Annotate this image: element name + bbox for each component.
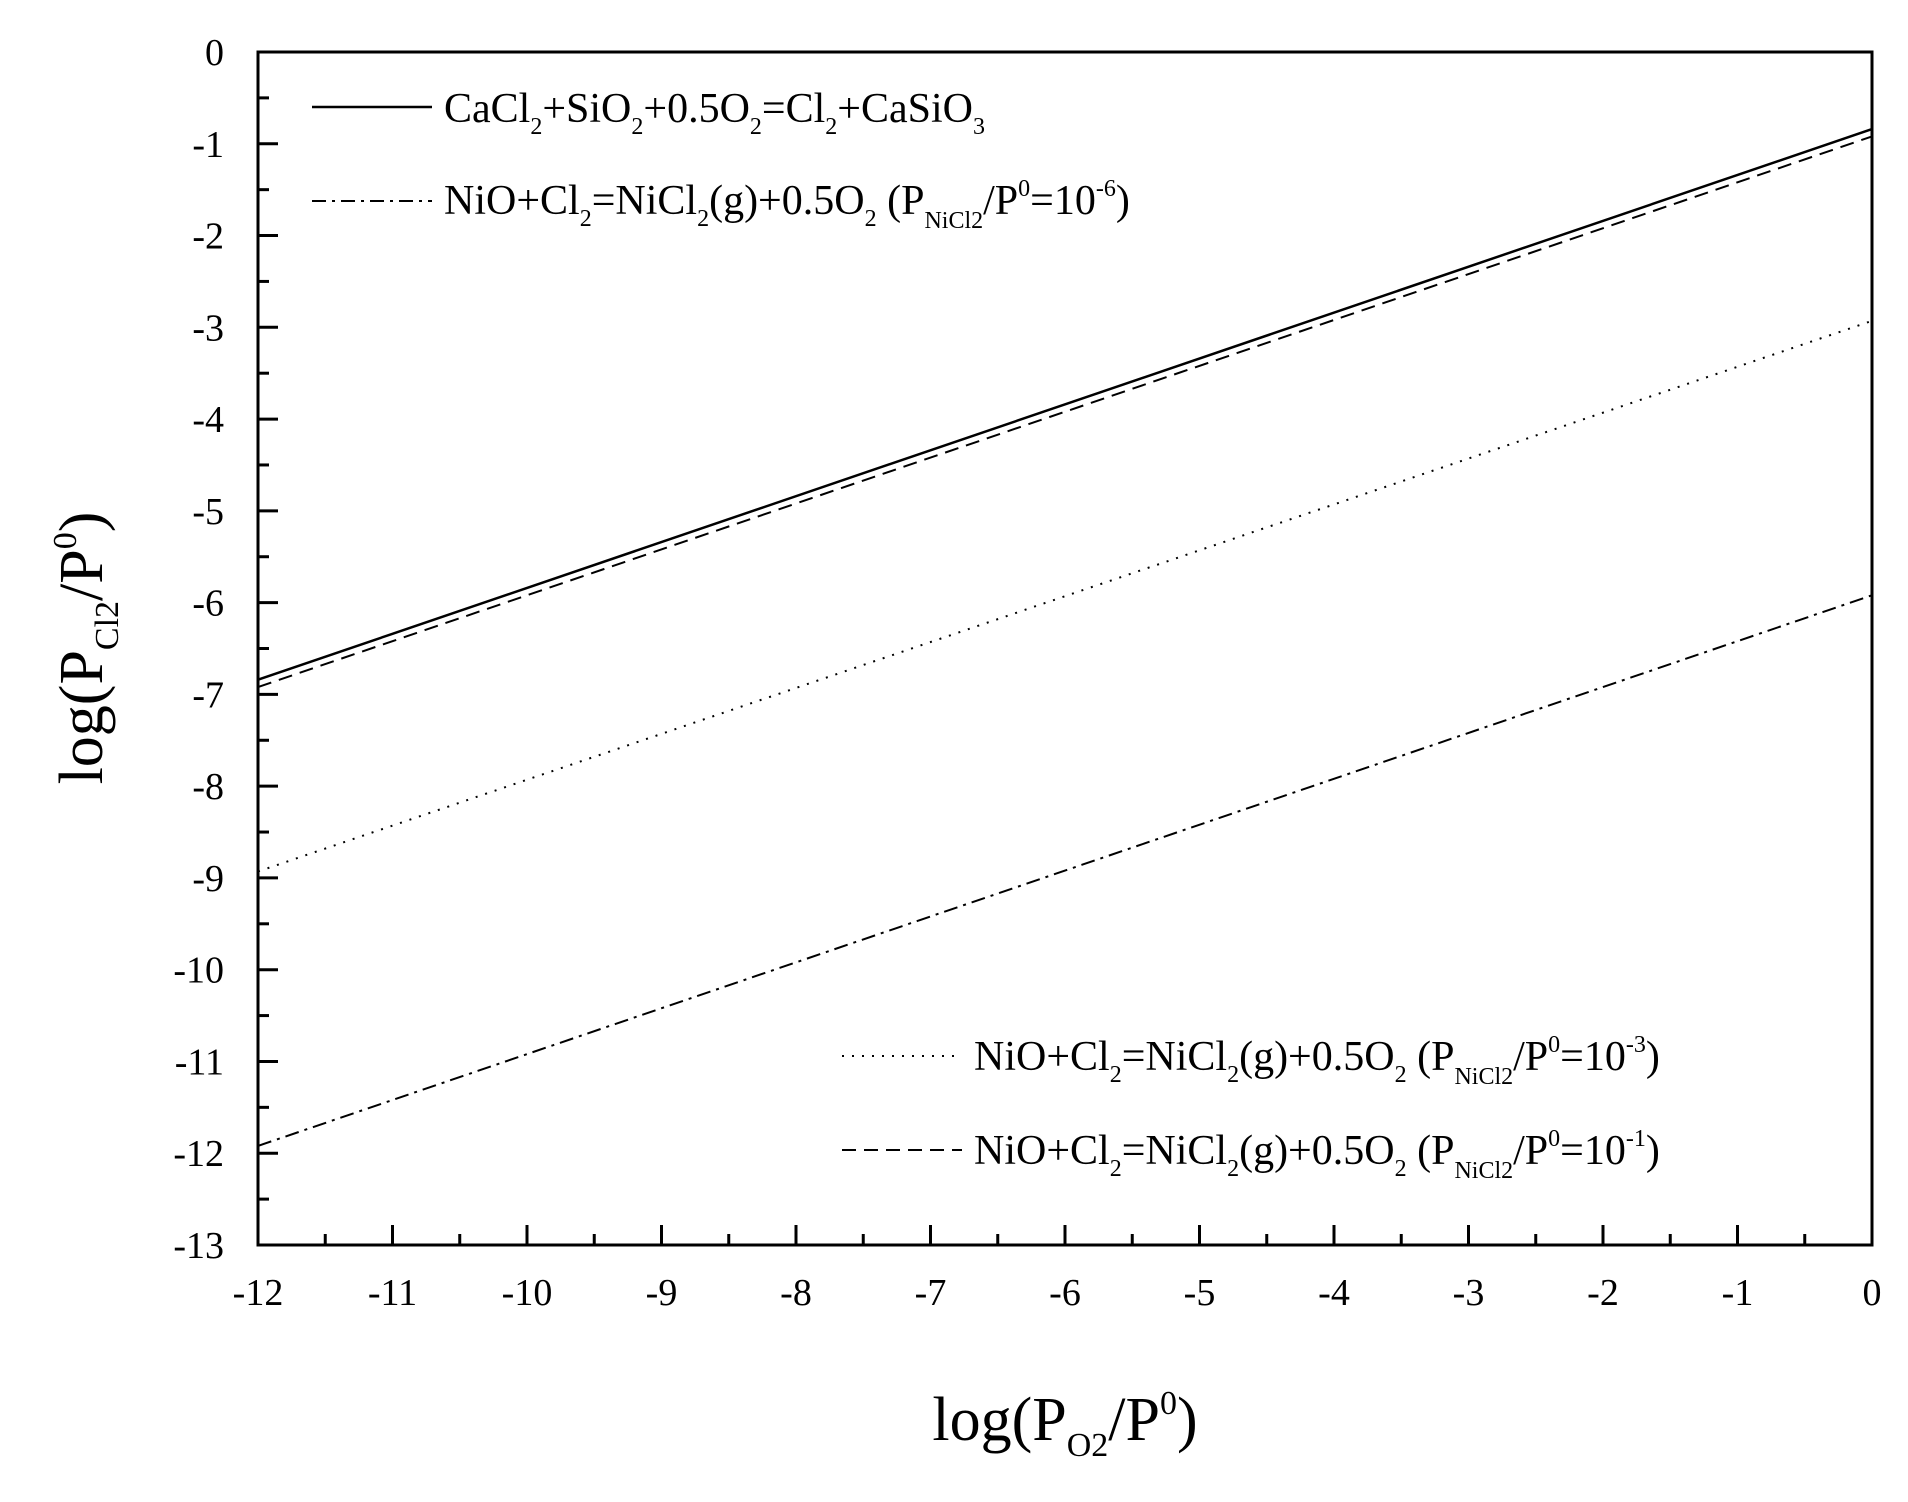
y-tick-label: -2 [192, 216, 224, 258]
x-tick-label: -1 [1722, 1272, 1754, 1314]
y-tick-label: -6 [192, 583, 224, 625]
y-tick-label: 0 [205, 32, 224, 74]
x-tick-label: -6 [1049, 1272, 1081, 1314]
y-tick-label: -3 [192, 307, 224, 349]
legend-label-nio-1e-3: NiO+Cl2=NiCl2(g)+0.5O2 (PNiCl2/P0=10-3) [974, 1032, 1660, 1090]
legend-bottom: NiO+Cl2=NiCl2(g)+0.5O2 (PNiCl2/P0=10-3) … [842, 1032, 1660, 1184]
y-axis-title: log(PCl2/P0) [47, 512, 126, 785]
x-tick-label: -5 [1184, 1272, 1216, 1314]
y-tick-label: -7 [192, 674, 224, 716]
legend-label-reaction-ca: CaCl2+SiO2+0.5O2=Cl2+CaSiO3 [444, 86, 985, 140]
legend-label-nio-1e-6: NiO+Cl2=NiCl2(g)+0.5O2 (PNiCl2/P0=10-6) [444, 176, 1130, 234]
x-tick-label: -11 [368, 1272, 417, 1314]
x-tick-label: -4 [1318, 1272, 1350, 1314]
y-tick-label: -11 [175, 1041, 224, 1083]
x-tick-label: -10 [502, 1272, 553, 1314]
x-tick-label: 0 [1863, 1272, 1882, 1314]
y-tick-label: -13 [173, 1225, 224, 1267]
x-tick-label: -12 [233, 1272, 284, 1314]
series-line-dashed [257, 135, 1873, 688]
y-tick-label: -4 [192, 399, 224, 441]
series-line-dashdot [257, 594, 1873, 1147]
series-line-solid [257, 127, 1873, 681]
series-layer [257, 127, 1873, 1147]
y-tick-label: -5 [192, 491, 224, 533]
x-tick-label: -2 [1587, 1272, 1619, 1314]
y-tick-label: -9 [192, 858, 224, 900]
x-tick-label: -9 [646, 1272, 678, 1314]
x-axis-title: log(PO2/P0) [932, 1385, 1197, 1464]
plot-frame [256, 50, 1874, 1247]
y-tick-label: -10 [173, 950, 224, 992]
legend-label-nio-1e-1: NiO+Cl2=NiCl2(g)+0.5O2 (PNiCl2/P0=10-1) [974, 1126, 1660, 1184]
x-tick-label: -8 [780, 1272, 812, 1314]
y-tick-label: -8 [192, 766, 224, 808]
x-tick-label: -7 [915, 1272, 947, 1314]
y-tick-label: -12 [173, 1133, 224, 1175]
series-line-dotted [257, 319, 1873, 873]
legend-top: CaCl2+SiO2+0.5O2=Cl2+CaSiO3 NiO+Cl2=NiCl… [312, 86, 1130, 234]
tick-labels-layer: -12 -11 -10 -9 -8 -7 -6 -5 -4 -3 -2 -1 00-1-2-3-4-5-… [173, 32, 1881, 1314]
x-tick-label: -3 [1453, 1272, 1485, 1314]
y-tick-label: -1 [192, 124, 224, 166]
